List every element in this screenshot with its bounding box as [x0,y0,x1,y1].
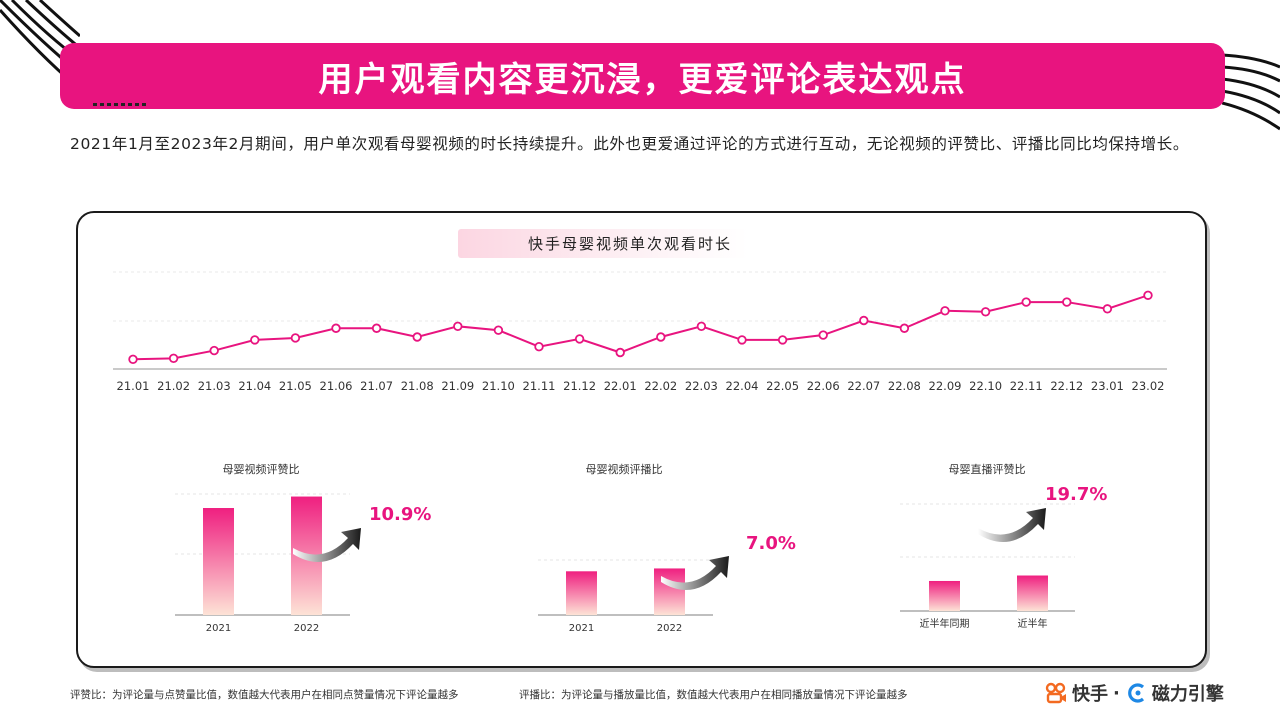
x-tick-label: 21.04 [238,379,271,393]
x-tick-label: 21.02 [157,379,190,393]
bar [566,571,597,615]
x-tick-label: 22.01 [604,379,637,393]
x-tick-label: 近半年同期 [920,617,970,630]
data-point [290,333,301,343]
data-point [412,332,422,342]
growth-arrow-icon [661,556,729,590]
cili-logo-icon [1127,683,1144,703]
decorative-arcs-right [1222,53,1280,131]
data-point [209,345,219,356]
x-tick-label: 22.06 [807,379,840,393]
data-point [250,335,260,345]
kuaishou-logo-icon [1045,682,1066,704]
footnote-comment-play: 评播比：为评论量与播放量比值，数值越大代表用户在相同播放量情况下评论量越多 [519,689,908,701]
x-tick-label: 21.05 [279,379,312,393]
data-point [493,325,504,335]
data-point [128,354,138,364]
series-line [132,294,1149,361]
x-tick-label: 22.12 [1050,379,1083,393]
data-point [899,323,910,333]
bar-chart-title: 母婴视频评播比 [586,462,663,476]
x-tick-label: 22.03 [685,379,718,393]
line-chart-title: 快手母婴视频单次观看时长 [458,229,748,258]
brand-logo: 快手 · 磁力引擎 [1045,680,1224,706]
bar-chart-title: 母婴视频评赞比 [223,462,300,476]
x-tick-label: 22.05 [766,379,799,393]
data-point [980,307,991,317]
x-tick-label: 2022 [657,623,682,634]
x-tick-label: 22.02 [644,379,677,393]
bar [203,508,234,615]
x-tick-label: 21.06 [320,379,353,393]
x-tick-label: 22.09 [929,379,962,393]
data-point [737,335,747,345]
data-point [1062,297,1072,307]
x-tick-label: 近半年 [1018,617,1048,630]
growth-label: 19.7% [1045,484,1107,505]
data-point [331,323,341,333]
x-tick-label: 22.11 [1010,379,1043,393]
growth-label: 10.9% [369,504,431,525]
data-point [777,335,788,345]
x-tick-label: 22.10 [969,379,1002,393]
brand-kuaishou: 快手 [1072,684,1108,705]
bar [1017,575,1048,611]
data-point [453,321,463,332]
intro-paragraph: 2021年1月至2023年2月期间，用户单次观看母婴视频的时长持续提升。此外也更… [70,135,1189,153]
title-banner: 用户观看内容更沉浸，更爱评论表达观点 [60,43,1225,109]
growth-arrow-icon [978,508,1046,542]
x-tick-label: 21.12 [563,379,596,393]
brand-separator: · [1113,682,1120,704]
x-tick-label: 22.07 [847,379,880,393]
x-tick-label: 22.08 [888,379,921,393]
data-point [940,306,950,316]
x-tick-label: 22.04 [726,379,759,393]
x-tick-label: 21.09 [441,379,474,393]
data-point [1102,304,1113,314]
x-tick-label: 21.07 [360,379,393,393]
data-point [371,323,382,333]
x-tick-label: 21.03 [198,379,231,393]
data-point [1021,297,1031,307]
bar [929,580,960,611]
x-tick-label: 21.08 [401,379,434,393]
data-point [534,341,544,352]
data-point [168,353,179,364]
data-point [818,330,828,340]
x-tick-label: 23.02 [1132,379,1165,393]
brand-cili: 磁力引擎 [1151,684,1224,705]
bar [654,568,685,615]
x-tick-label: 2021 [569,623,594,634]
growth-label: 7.0% [746,533,796,554]
bar-chart-title: 母婴直播评赞比 [949,462,1026,476]
data-point [696,321,707,332]
x-tick-label: 2021 [206,623,231,634]
growth-arrow-icon [293,528,361,562]
data-point [574,334,585,344]
data-point [656,332,666,342]
page-title: 用户观看内容更沉浸，更爱评论表达观点 [318,59,967,100]
x-tick-label: 21.11 [523,379,556,393]
x-tick-label: 23.01 [1091,379,1124,393]
data-point [859,315,869,326]
data-point [1143,290,1153,300]
x-tick-label: 2022 [294,623,319,634]
x-tick-label: 21.01 [117,379,150,393]
footnote-comment-like: 评赞比：为评论量与点赞量比值，数值越大代表用户在相同点赞量情况下评论量越多 [70,689,459,701]
data-point [615,347,625,358]
x-tick-label: 21.10 [482,379,515,393]
decorative-dashes [93,103,149,106]
